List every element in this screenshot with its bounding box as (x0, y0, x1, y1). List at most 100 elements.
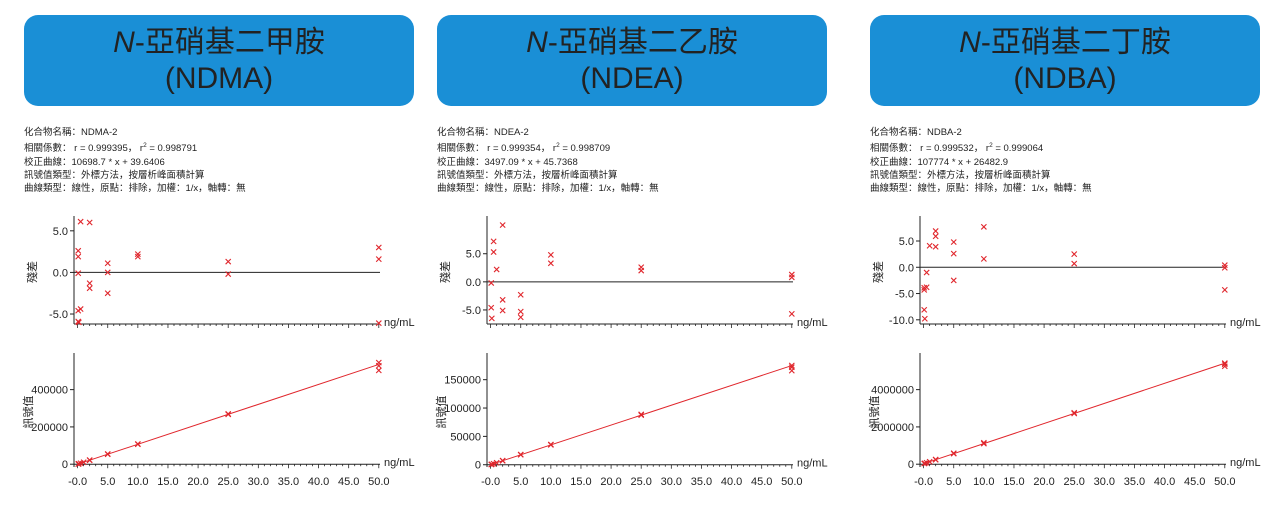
data-point (517, 451, 524, 458)
panel-ndma: N-亞硝基二甲胺 (NDMA) 化合物名稱：NDMA-2 相關係數： r = 0… (21, 0, 424, 508)
x-tick-label: 5.0 (946, 476, 961, 488)
y-tick-label: 0.0 (466, 277, 481, 289)
data-point (950, 239, 957, 246)
calibration-plot: 400000 200000 0-0.0 5.0 10.0 15.0 20.0 25.0 30.0… (21, 353, 415, 488)
data-point (1221, 361, 1228, 368)
data-point (638, 267, 645, 274)
data-point (488, 304, 495, 311)
y-tick-label: 0 (62, 459, 68, 471)
data-point (375, 367, 382, 374)
y-tick-label: 0.0 (53, 267, 68, 279)
panel-ndba: N-亞硝基二丁胺 (NDBA) 化合物名稱：NDBA-2 相關係數： r = 0… (867, 0, 1270, 508)
x-tick-label: 40.0 (721, 476, 742, 488)
calibration-plot: 150000 100000 50000 0-0.0 5.0 10.0 15.0 20.0 25.… (434, 353, 828, 488)
data-point (932, 233, 939, 240)
info-correlation: 相關係數： r = 0.999395， r2 = 0.998791 (24, 142, 198, 155)
residual-plot: 5.0 0.0 -5.0 ng/mL 殘差 (25, 216, 415, 329)
data-point (104, 450, 111, 457)
compound-banner: N-亞硝基二乙胺 (NDEA) (437, 15, 827, 106)
x-tick-label: 40.0 (308, 476, 329, 488)
x-tick-label: 20.0 (600, 476, 621, 488)
info-signal-type: 訊號值類型：外標方法，按層析峰面積計算 (437, 169, 618, 181)
data-point (517, 291, 524, 298)
x-tick-label: 15.0 (157, 476, 178, 488)
data-point (86, 285, 93, 292)
x-tick-label: -0.0 (481, 476, 500, 488)
data-point (980, 440, 987, 447)
data-point (788, 367, 795, 374)
data-point (980, 439, 987, 446)
x-tick-label: 25.0 (217, 476, 238, 488)
x-unit-label: ng/mL (1230, 317, 1261, 329)
compound-banner: N-亞硝基二甲胺 (NDMA) (24, 15, 414, 106)
data-point (1221, 363, 1228, 370)
data-point (788, 271, 795, 278)
banner-abbr: (NDMA) (164, 61, 274, 95)
data-point (488, 279, 495, 286)
x-unit-label: ng/mL (797, 317, 828, 329)
banner-title: -亞硝基二丁胺 (980, 25, 1171, 59)
y-tick-label: -5.0 (462, 305, 481, 317)
data-point (499, 307, 506, 314)
data-point (980, 255, 987, 262)
x-tick-label: 45.0 (751, 476, 772, 488)
data-point (75, 460, 82, 467)
compound-info: 化合物名稱：NDBA-2 相關係數： r = 0.999532， r2 = 0.… (870, 126, 1092, 195)
x-tick-label: 10.0 (127, 476, 148, 488)
info-signal-type: 訊號值類型：外標方法，按層析峰面積計算 (870, 169, 1051, 181)
y-tick-label: 4000000 (871, 385, 914, 397)
y-axis-label: 訊號值 (867, 396, 881, 429)
compound-info: 化合物名稱：NDMA-2 相關係數： r = 0.999395， r2 = 0.… (24, 126, 246, 195)
x-unit-label: ng/mL (797, 458, 828, 470)
x-tick-label: 15.0 (570, 476, 591, 488)
y-tick-label: 0.0 (899, 262, 914, 274)
y-tick-label: 5.0 (53, 226, 68, 238)
info-curve-type: 曲線類型：線性，原點：排除，加權：1/x，軸轉：無 (870, 182, 1092, 194)
data-point (104, 269, 111, 276)
info-curve-type: 曲線類型：線性，原點：排除，加權：1/x，軸轉：無 (24, 182, 246, 194)
data-point (923, 284, 930, 291)
y-axis-label: 殘差 (438, 261, 452, 283)
data-point (75, 253, 82, 260)
data-point (493, 266, 500, 273)
data-point (950, 450, 957, 457)
x-tick-label: 5.0 (513, 476, 528, 488)
x-tick-label: -0.0 (914, 476, 933, 488)
y-tick-label: 0 (475, 460, 481, 472)
data-point (488, 315, 495, 322)
y-tick-label: 200000 (31, 422, 68, 434)
x-tick-label: 10.0 (540, 476, 561, 488)
data-point (75, 319, 82, 326)
data-point (923, 269, 930, 276)
y-tick-label: 50000 (450, 431, 481, 443)
data-point (921, 460, 928, 467)
data-point (375, 256, 382, 263)
data-point (104, 260, 111, 267)
data-point (1221, 262, 1228, 269)
data-point (375, 320, 382, 327)
data-point (375, 362, 382, 369)
data-point (788, 362, 795, 369)
banner-prefix: N (959, 25, 981, 59)
info-calibration: 校正曲線：10698.7 * x + 39.6406 (24, 156, 165, 168)
data-point (490, 249, 497, 256)
data-point (134, 253, 141, 260)
calibration-plot: 4000000 2000000 0-0.0 5.0 10.0 15.0 20.0 25.0 30… (867, 353, 1261, 488)
data-point (493, 459, 500, 466)
data-point (517, 308, 524, 315)
data-point (1221, 264, 1228, 271)
data-point (638, 411, 645, 418)
info-calibration: 校正曲線：107774 * x + 26482.9 (870, 156, 1009, 168)
x-tick-label: 25.0 (630, 476, 651, 488)
data-point (547, 251, 554, 258)
data-point (80, 459, 87, 466)
data-point (490, 238, 497, 245)
data-point (225, 410, 232, 417)
data-point (932, 228, 939, 235)
data-point (547, 441, 554, 448)
data-point (499, 457, 506, 464)
info-compound: 化合物名稱：NDBA-2 (870, 127, 962, 138)
data-point (788, 310, 795, 317)
data-point (86, 457, 93, 464)
banner-title: -亞硝基二甲胺 (134, 25, 325, 59)
